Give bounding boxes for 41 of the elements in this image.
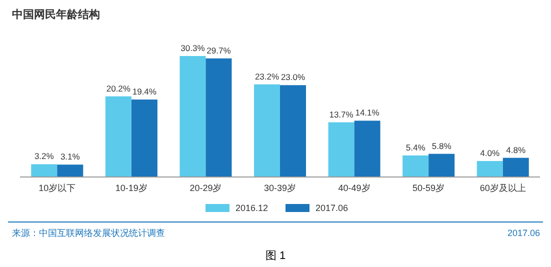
chart-title: 中国网民年龄结构	[12, 8, 100, 21]
x-tick-label: 40-49岁	[338, 183, 370, 193]
x-tick-label: 50-59岁	[412, 183, 445, 193]
legend-label: 2016.12	[236, 203, 268, 213]
bar	[206, 58, 232, 177]
data-label: 4.0%	[480, 148, 500, 158]
data-label: 20.2%	[106, 83, 131, 94]
x-tick-label: 20-29岁	[190, 183, 222, 193]
data-label: 23.2%	[254, 71, 280, 82]
x-tick-label: 60岁及以上	[480, 183, 526, 193]
caption: 图 1	[265, 250, 286, 262]
bar	[402, 155, 429, 177]
bar	[180, 56, 206, 177]
data-label: 3.2%	[34, 151, 54, 162]
bar	[328, 122, 354, 177]
data-label: 14.1%	[355, 108, 380, 118]
bar	[428, 154, 455, 177]
data-label: 5.8%	[432, 140, 452, 151]
data-label: 5.4%	[406, 142, 426, 152]
data-label: 23.0%	[280, 72, 306, 82]
bar	[502, 158, 529, 177]
x-tick-label: 30-39岁	[264, 183, 296, 193]
bar	[131, 100, 158, 177]
bar	[105, 96, 132, 177]
x-tick-label: 10岁以下	[38, 183, 76, 193]
bar	[354, 120, 380, 177]
x-tick-label: 10-19岁	[115, 183, 148, 193]
legend-label: 2017.06	[316, 203, 348, 213]
data-label: 30.3%	[180, 43, 206, 53]
bar	[31, 164, 58, 177]
bar	[57, 164, 84, 177]
data-label: 13.7%	[329, 109, 354, 120]
data-label: 3.1%	[60, 152, 80, 162]
data-label: 29.7%	[206, 45, 232, 56]
data-label: 4.8%	[506, 144, 526, 155]
data-label: 19.4%	[132, 86, 157, 97]
bar	[254, 84, 280, 177]
bar	[280, 85, 306, 177]
text: 2017.06	[507, 228, 540, 238]
bar	[476, 161, 503, 177]
source-note: 来源：中国互联网络发展状况统计调查	[12, 228, 165, 238]
